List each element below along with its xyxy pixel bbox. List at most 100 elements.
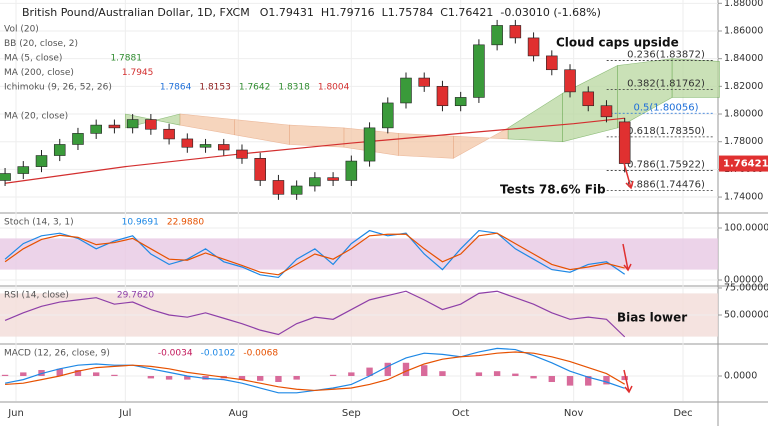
histogram-bar (384, 362, 391, 377)
cloud-segment (398, 133, 454, 159)
legend-label: MA (200, close) (4, 68, 74, 78)
histogram-bar (74, 369, 82, 377)
candle-body (217, 144, 230, 151)
legend-reading: 29.7620 (117, 291, 154, 301)
histogram-bar (293, 376, 300, 380)
legend-reading: -0.0034 (158, 349, 193, 359)
y-tick-label: 0.0000 (724, 371, 757, 382)
legend-label: Ichimoku (9, 26, 52, 26) (4, 83, 112, 93)
candle-body (199, 144, 212, 148)
indicator-line (4, 232, 625, 276)
histogram-bar (566, 376, 574, 386)
candle-body (0, 173, 11, 181)
candle-body (236, 149, 248, 159)
legend-reading: 1.7881 (110, 54, 142, 64)
candle-body (327, 177, 339, 181)
legend-reading: 1.8318 (278, 83, 310, 93)
histogram-bar (329, 374, 337, 377)
x-tick-label: Sep (342, 408, 361, 419)
fib-label: 0.382(1.81762) (627, 79, 705, 90)
histogram-bar (530, 376, 537, 379)
candle-body (363, 127, 376, 162)
candle-body (163, 128, 175, 140)
annotation: Bias lower (617, 311, 687, 325)
histogram-bar (402, 362, 410, 377)
legend-reading: 1.7864 (160, 83, 192, 93)
histogram-bar (439, 371, 446, 377)
histogram-bar (366, 367, 373, 377)
candle-body (72, 133, 84, 145)
y-tick-label: 1.84000 (724, 53, 763, 64)
candle-body (17, 166, 30, 174)
legend-reading: 1.8004 (318, 83, 350, 93)
histogram-bar (493, 371, 501, 377)
ohlc-reading: C1.76421 (440, 6, 493, 19)
candle-body (491, 25, 503, 46)
ohlc-reading: L1.75784 (382, 6, 434, 19)
moving-average (4, 117, 625, 184)
fib-label: 0.886(1.74476) (627, 179, 705, 190)
histogram-bar (111, 374, 118, 377)
y-tick-label: 1.88000 (724, 0, 763, 9)
legend-label: Vol (20) (4, 25, 39, 35)
candle-body (436, 86, 449, 107)
histogram-bar (585, 376, 592, 386)
arrow (622, 243, 632, 272)
fib-label: 0.236(1.83872) (627, 49, 705, 60)
candle-body (600, 105, 613, 118)
candle-body (527, 37, 540, 57)
legend-label: Stoch (14, 3, 1) (4, 218, 74, 228)
candle-body (546, 55, 558, 71)
candle-body (35, 155, 48, 167)
x-tick-label: Aug (229, 408, 249, 419)
candle-body (345, 160, 358, 181)
histogram-bar (92, 372, 100, 377)
histogram-bar (238, 376, 246, 380)
candle-body (582, 91, 595, 107)
histogram-bar (147, 376, 155, 379)
y-tick-label: 1.86000 (724, 25, 763, 36)
candle-body (290, 185, 303, 195)
candle-body (564, 69, 576, 93)
histogram-bar (20, 372, 27, 377)
candle-body (90, 124, 102, 134)
candle-body (400, 77, 412, 104)
y-tick-label: 0.00000 (724, 275, 763, 286)
legend-reading: 1.7945 (122, 68, 154, 78)
candle-body (181, 138, 194, 148)
x-tick-label: Dec (673, 408, 692, 419)
legend-reading: 1.8153 (199, 83, 231, 93)
last-price-tag (719, 155, 768, 172)
candle-body (454, 97, 467, 107)
histogram-bar (184, 376, 191, 380)
y-tick-label: 75.00000 (724, 282, 768, 293)
legend-label: BB (20, close, 2) (4, 39, 78, 49)
ohlc-reading: O1.79431 (260, 6, 314, 19)
legend-label: RSI (14, close) (4, 291, 69, 301)
legend-reading: -0.0102 (201, 349, 236, 359)
histogram-bar (1, 374, 9, 377)
y-tick-label: 1.78000 (724, 136, 763, 147)
macd-line (5, 351, 625, 392)
ohlc-reading: H1.79716 (321, 6, 375, 19)
histogram-bar (475, 372, 483, 377)
cloud-segment (289, 124, 345, 148)
legend-reading: -0.0068 (243, 349, 278, 359)
candle-body (272, 180, 285, 195)
last-price-label: 1.76421 (723, 159, 768, 170)
y-tick-label: 50.00000 (724, 310, 768, 321)
y-tick-label: 1.74000 (724, 192, 763, 203)
candle-body (309, 177, 321, 187)
histogram-bar (421, 365, 428, 377)
fib-label: 0.5(1.80056) (633, 102, 698, 113)
legend-reading: 1.7642 (239, 83, 271, 93)
chart-title: British Pound/Australian Dollar, 1D, FXC… (22, 6, 250, 19)
arrow (623, 162, 634, 190)
fib-label: 0.618(1.78350) (627, 126, 705, 137)
candle-body (509, 25, 522, 39)
candle-body (418, 77, 430, 87)
x-tick-label: Jul (118, 408, 131, 419)
legend-reading: 22.9880 (167, 218, 204, 228)
